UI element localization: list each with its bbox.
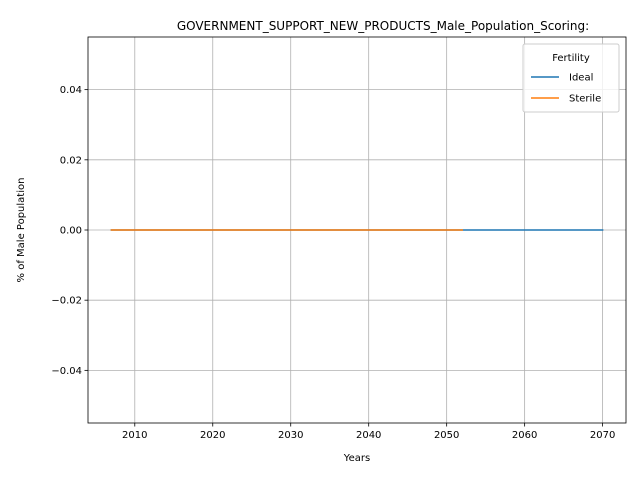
y-tick-label: 0.00	[60, 226, 82, 237]
y-axis-title: % of Male Population	[16, 178, 27, 283]
legend-label-ideal: Ideal	[569, 73, 593, 84]
chart-title: GOVERNMENT_SUPPORT_NEW_PRODUCTS_Male_Pop…	[177, 19, 589, 33]
x-tick-label: 2060	[512, 430, 537, 441]
x-tick-label: 2070	[590, 430, 615, 441]
y-tick-label: −0.04	[51, 366, 82, 377]
legend-box	[522, 43, 620, 113]
x-tick-label: 2040	[356, 430, 381, 441]
axis-ticks: 2010 2020 2030 2040 2050 2060 2070 −0.04 −0.02 0.…	[51, 85, 615, 441]
x-axis-title: Years	[343, 453, 370, 464]
x-tick-label: 2010	[122, 430, 147, 441]
y-tick-label: 0.02	[60, 155, 82, 166]
legend-label-sterile: Sterile	[569, 94, 601, 105]
legend: Fertility Ideal Sterile	[522, 43, 620, 113]
y-tick-label: 0.04	[60, 85, 82, 96]
x-tick-label: 2050	[434, 430, 459, 441]
legend-items: Ideal Sterile	[531, 73, 601, 105]
y-tick-label: −0.02	[51, 296, 82, 307]
legend-title: Fertility	[552, 53, 590, 64]
x-tick-label: 2020	[200, 430, 225, 441]
x-tick-label: 2030	[278, 430, 303, 441]
